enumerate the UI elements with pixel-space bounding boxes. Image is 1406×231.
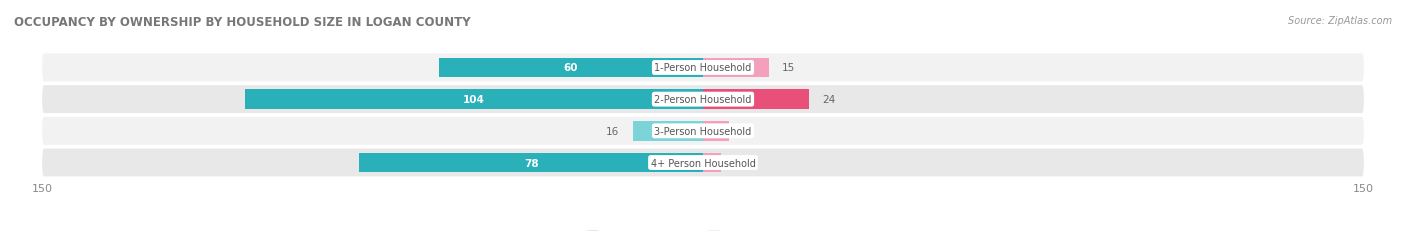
Bar <box>703 58 769 78</box>
Bar <box>703 122 730 141</box>
Bar <box>360 153 703 173</box>
Text: Source: ZipAtlas.com: Source: ZipAtlas.com <box>1288 16 1392 26</box>
Text: 6: 6 <box>742 126 749 136</box>
Bar <box>633 122 703 141</box>
Bar <box>245 90 703 109</box>
Text: 104: 104 <box>463 95 485 105</box>
Bar <box>703 153 721 173</box>
Text: 2-Person Household: 2-Person Household <box>654 95 752 105</box>
FancyBboxPatch shape <box>42 117 1364 145</box>
Text: OCCUPANCY BY OWNERSHIP BY HOUSEHOLD SIZE IN LOGAN COUNTY: OCCUPANCY BY OWNERSHIP BY HOUSEHOLD SIZE… <box>14 16 471 29</box>
Text: 3-Person Household: 3-Person Household <box>654 126 752 136</box>
Text: 15: 15 <box>782 63 796 73</box>
Text: 4: 4 <box>734 158 741 168</box>
FancyBboxPatch shape <box>42 149 1364 177</box>
Legend: Owner-occupied, Renter-occupied: Owner-occupied, Renter-occupied <box>582 227 824 231</box>
Text: 24: 24 <box>823 95 835 105</box>
Text: 4+ Person Household: 4+ Person Household <box>651 158 755 168</box>
Text: 60: 60 <box>564 63 578 73</box>
Bar <box>439 58 703 78</box>
Text: 16: 16 <box>606 126 619 136</box>
Text: 1-Person Household: 1-Person Household <box>654 63 752 73</box>
Text: 78: 78 <box>524 158 538 168</box>
Bar <box>703 90 808 109</box>
FancyBboxPatch shape <box>42 86 1364 114</box>
FancyBboxPatch shape <box>42 54 1364 82</box>
